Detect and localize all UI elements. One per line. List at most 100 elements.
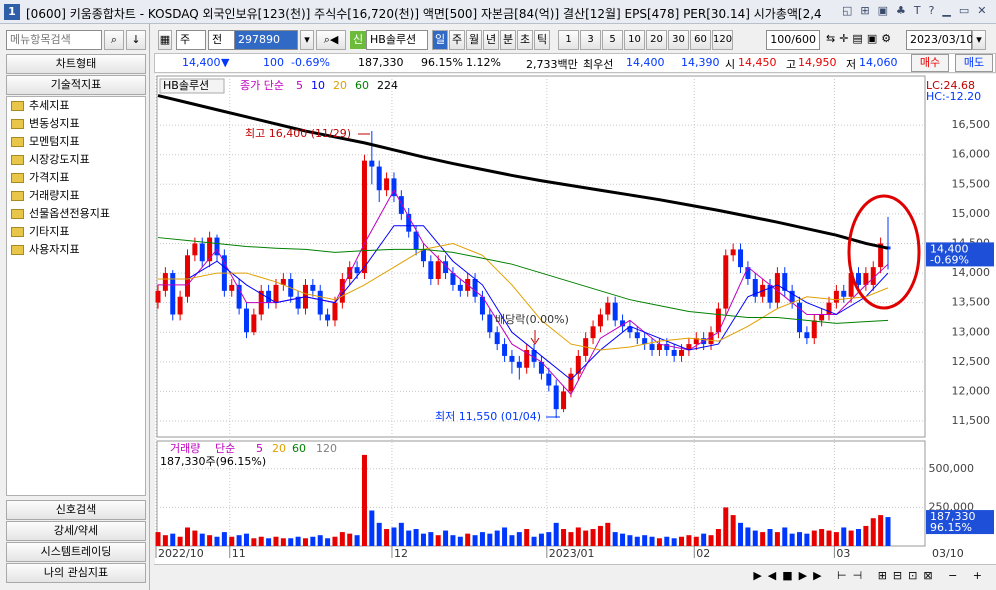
period-button[interactable]: 초 [517, 30, 533, 50]
sidebar-button[interactable]: 나의 관심지표 [6, 563, 146, 583]
volume-bar [848, 530, 854, 546]
volume-bar [413, 529, 419, 546]
unit-button[interactable]: 30 [668, 30, 689, 50]
tree-item[interactable]: 선물옵션전용지표 [29, 207, 110, 220]
volume-bar [649, 536, 655, 546]
x-tick-label: 12 [394, 547, 408, 560]
candle-body [590, 326, 596, 339]
order-button[interactable]: 매도 [955, 54, 993, 72]
unit-button[interactable]: 3 [580, 30, 601, 50]
sidebar-button[interactable]: 신호검색 [6, 500, 146, 520]
tree-item[interactable]: 가격지표 [29, 171, 70, 184]
candle-body [870, 267, 876, 285]
tree-item[interactable]: 거래량지표 [29, 189, 80, 202]
sidebar-tab[interactable]: 차트형태 [6, 54, 146, 74]
candle-body [524, 350, 530, 368]
candle-body [443, 261, 449, 274]
volume-bar [325, 538, 331, 546]
down-button[interactable]: ↓ [126, 30, 146, 50]
volume-legend-entry: 5 [256, 442, 263, 455]
unit-button[interactable]: 1 [558, 30, 579, 50]
sidebar-button[interactable]: 강세/약세 [6, 521, 146, 541]
code-input[interactable]: 297890 [234, 30, 298, 50]
volume-bar [288, 538, 294, 546]
folder-icon [11, 155, 24, 165]
date-picker[interactable]: ▾ [972, 30, 986, 50]
volume-bar [391, 527, 397, 546]
tree-item[interactable]: 사용자지표 [29, 243, 80, 256]
legend-entry: 5 [296, 79, 303, 92]
volume-bar [509, 535, 515, 546]
unit-button[interactable]: 10 [624, 30, 645, 50]
flag: 신 [350, 31, 366, 49]
candle-body [472, 278, 478, 297]
volume-bar [597, 525, 603, 546]
volume-summary: 187,330주(96.15%) [160, 455, 266, 468]
unit-button[interactable]: 20 [646, 30, 667, 50]
tree-item[interactable]: 시장강도지표 [29, 153, 90, 166]
tree-item[interactable]: 변동성지표 [29, 117, 80, 130]
volume-bar [656, 538, 662, 546]
window-controls[interactable]: ◱⊞▣♣T?▁▭✕ [842, 4, 995, 17]
x-tick-label: 2023/01 [549, 547, 595, 560]
date-input[interactable]: 2023/03/10 [906, 30, 973, 50]
candle-body [162, 273, 168, 291]
tree-item[interactable]: 모멘텀지표 [29, 135, 80, 148]
period-button[interactable]: 일 [432, 30, 448, 50]
dividend-annotation: 배당락(0.00%) [495, 313, 569, 326]
period-button[interactable]: 월 [466, 30, 482, 50]
volume-bar [642, 535, 648, 546]
chart: 11,50012,00012,50013,00013,50014,00014,5… [155, 74, 996, 564]
order-button[interactable]: 매수 [911, 54, 949, 72]
folder-icon [11, 245, 24, 255]
folder-icon [11, 173, 24, 183]
sidebar-tab[interactable]: 기술적지표 [6, 75, 146, 95]
period-button[interactable]: 틱 [534, 30, 550, 50]
volume-bar [465, 533, 471, 546]
volume-bar [715, 529, 721, 546]
volume-bar [538, 533, 544, 546]
volume-bar [457, 536, 463, 546]
unit-button[interactable]: 120 [712, 30, 733, 50]
period-button[interactable]: 년 [483, 30, 499, 50]
candle-body [177, 296, 183, 315]
volume-bar [634, 536, 640, 546]
search-button[interactable]: ⌕ [104, 30, 124, 50]
candle-body [243, 308, 249, 333]
quote-item: 187,330 [358, 56, 404, 69]
candle-body [841, 290, 847, 297]
tool-button[interactable]: ⌕◀ [316, 30, 346, 50]
quote-item: 최우선 [583, 58, 614, 71]
candle-body [538, 361, 544, 374]
tree-item[interactable]: 기타지표 [29, 225, 70, 238]
y-tick-label: 16,500 [952, 118, 991, 131]
count-input[interactable]: 100/600 [766, 30, 820, 50]
volume-bar [376, 522, 382, 546]
volume-bar [273, 536, 279, 546]
legend-title: HB솔루션 [163, 79, 209, 92]
market-select[interactable]: 주 [176, 30, 206, 50]
volume-bar [155, 532, 161, 546]
candle-body [192, 243, 198, 256]
sidebar-button[interactable]: 시스템트레이딩 [6, 542, 146, 562]
candle-body [819, 314, 825, 321]
candle-body [848, 273, 854, 297]
quote-item: 100 [263, 56, 284, 69]
scroll-controls[interactable]: ▶◀■▶▶ ⊢⊣ ⊞⊟⊡⊠ − + [753, 569, 988, 582]
unit-button[interactable]: 60 [690, 30, 711, 50]
quote-item: 저 [846, 58, 857, 71]
candle-body [708, 332, 714, 345]
last-volume-pct: 96.15% [930, 521, 972, 534]
volume-legend-entry: 20 [272, 442, 286, 455]
unit-button[interactable]: 5 [602, 30, 623, 50]
search-box[interactable]: 메뉴항목검색 [6, 30, 102, 50]
last-volume-box [926, 510, 994, 535]
title-bar: 1 [0600] 키움종합차트 - KOSDAQ 외국인보유[123(천)] 주… [0, 0, 996, 24]
dropdown[interactable]: ▾ [300, 30, 314, 50]
tree-item[interactable]: 추세지표 [29, 99, 70, 112]
y-tick-label: 13,000 [952, 325, 991, 338]
period-button[interactable]: 분 [500, 30, 516, 50]
period-button[interactable]: 주 [449, 30, 465, 50]
icon[interactable]: ▦ [158, 30, 172, 50]
tool-icons[interactable]: ⇆✛▤▣⚙ [826, 32, 896, 45]
